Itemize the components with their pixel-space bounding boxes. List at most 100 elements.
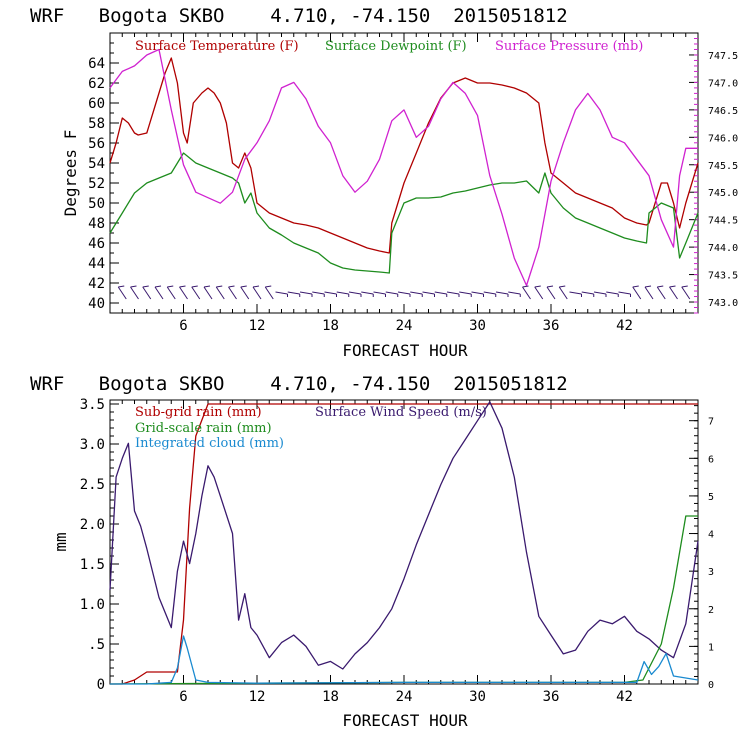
wind-barb <box>632 285 639 288</box>
wind-barb <box>216 285 223 288</box>
top-y-tick-label: 50 <box>88 196 105 212</box>
wind-barb <box>142 285 149 288</box>
bot-y-tick-label: .5 <box>88 637 105 653</box>
wind-barb <box>130 286 139 300</box>
wind-barb <box>228 286 237 300</box>
wind-barbs-row <box>117 285 691 300</box>
wind-barb <box>287 291 300 295</box>
wind-barb <box>606 291 619 295</box>
top-series-surface-temperature-f <box>109 57 699 254</box>
wind-barb <box>228 285 235 288</box>
legend-surface-temperature: Surface Temperature (F) <box>135 39 299 54</box>
top-y-tick-label: 46 <box>88 236 105 252</box>
wind-barb <box>166 286 176 300</box>
top-y2-tick-label: 747.0 <box>708 78 738 89</box>
wind-barb <box>546 286 556 300</box>
bot-series-surface-wind-speed-m-s <box>109 401 699 670</box>
bot-series-grid-scale-rain-mm <box>109 515 698 685</box>
wind-barb <box>495 291 509 295</box>
bot-y2-tick-label: 5 <box>708 492 714 503</box>
top-y-tick-label: 58 <box>88 116 105 132</box>
wind-barb <box>117 286 127 300</box>
bottom-x-axis-label: FORECAST HOUR <box>342 711 468 730</box>
legend-integrated-cloud: Integrated cloud (mm) <box>135 436 284 451</box>
bot-series-sub-grid-rain-mm <box>110 403 698 685</box>
bot-y2-tick-label: 2 <box>708 605 714 616</box>
top-x-tick-label: 18 <box>322 318 339 334</box>
wind-barb <box>681 286 691 300</box>
wind-barb <box>559 285 566 288</box>
top-x-tick-label: 30 <box>469 318 486 334</box>
top-x-tick-label: 12 <box>249 318 266 334</box>
wind-barb <box>593 291 607 295</box>
wind-barb <box>681 285 688 288</box>
bot-y-tick-label: 3.0 <box>80 437 105 453</box>
top-y-tick-label: 52 <box>88 176 105 192</box>
wind-barb <box>252 286 262 300</box>
wind-barb <box>632 286 642 300</box>
bot-y-tick-label: 2.0 <box>80 517 105 533</box>
wind-barb <box>191 285 198 288</box>
bottom-chart-series <box>109 401 699 685</box>
wind-barb <box>397 291 411 295</box>
top-x-axis-label: FORECAST HOUR <box>342 341 468 360</box>
bot-x-tick-label: 36 <box>543 689 560 705</box>
wind-barb <box>459 291 472 295</box>
legend-surface-dewpoint: Surface Dewpoint (F) <box>325 39 467 54</box>
wind-barb <box>373 291 386 295</box>
bot-y-tick-label: 3.5 <box>80 397 105 413</box>
wind-barb <box>434 291 447 295</box>
wind-barb <box>669 285 676 288</box>
wind-barb <box>534 285 541 288</box>
legend-surface-pressure: Surface Pressure (mb) <box>495 39 643 54</box>
top-chart-title: WRF Bogota SKBO 4.710, -74.150 201505181… <box>30 5 568 27</box>
wind-barb <box>422 291 435 295</box>
top-y2-tick-label: 744.5 <box>708 216 738 227</box>
wind-barb <box>471 291 484 295</box>
wind-barb <box>348 291 362 295</box>
wind-barb <box>215 286 225 300</box>
wind-barb <box>191 286 201 300</box>
top-y-tick-label: 54 <box>88 156 105 172</box>
bot-y2-tick-label: 7 <box>708 417 714 428</box>
bot-y-tick-label: 0 <box>97 677 105 693</box>
bottom-y-axis-label: mm <box>51 532 70 551</box>
wind-barb <box>656 286 666 300</box>
top-x-tick-label: 36 <box>543 318 560 334</box>
top-y2-tick-label: 745.5 <box>708 161 738 172</box>
wind-barb <box>644 285 652 288</box>
wind-barb <box>118 285 125 288</box>
wind-barb <box>410 291 423 295</box>
bot-y-tick-label: 2.5 <box>80 477 105 493</box>
bot-x-tick-label: 6 <box>179 689 187 705</box>
bot-x-tick-label: 18 <box>322 689 339 705</box>
wind-barb <box>203 286 213 300</box>
bot-series-integrated-cloud-mm <box>110 635 699 685</box>
wind-barb <box>240 286 250 300</box>
wind-barb <box>522 286 531 300</box>
wind-barb <box>275 291 288 295</box>
bot-x-tick-label: 30 <box>469 689 486 705</box>
top-y2-tick-label: 746.0 <box>708 133 738 144</box>
wind-barb <box>324 291 337 295</box>
top-x-tick-label: 24 <box>396 318 413 334</box>
top-x-tick-label: 42 <box>616 318 633 334</box>
top-series-surface-dewpoint-f <box>109 152 699 274</box>
wind-barb <box>581 291 594 295</box>
top-y2-tick-label: 745.0 <box>708 188 738 199</box>
wind-barb <box>558 286 568 300</box>
top-y2-tick-label: 744.0 <box>708 243 738 254</box>
wind-barb <box>312 291 325 295</box>
wind-barb <box>264 286 274 300</box>
bot-x-tick-label: 24 <box>396 689 413 705</box>
wind-barb <box>546 285 554 288</box>
legend-surface-wind-speed: Surface Wind Speed (m/s) <box>315 405 487 420</box>
wind-barb <box>167 285 174 288</box>
bot-y2-tick-label: 3 <box>708 567 714 578</box>
top-y2-tick-label: 746.5 <box>708 106 738 117</box>
wind-barb <box>252 285 260 288</box>
wind-barb <box>142 286 152 300</box>
wind-barb <box>154 286 164 300</box>
wind-barb <box>483 291 496 295</box>
